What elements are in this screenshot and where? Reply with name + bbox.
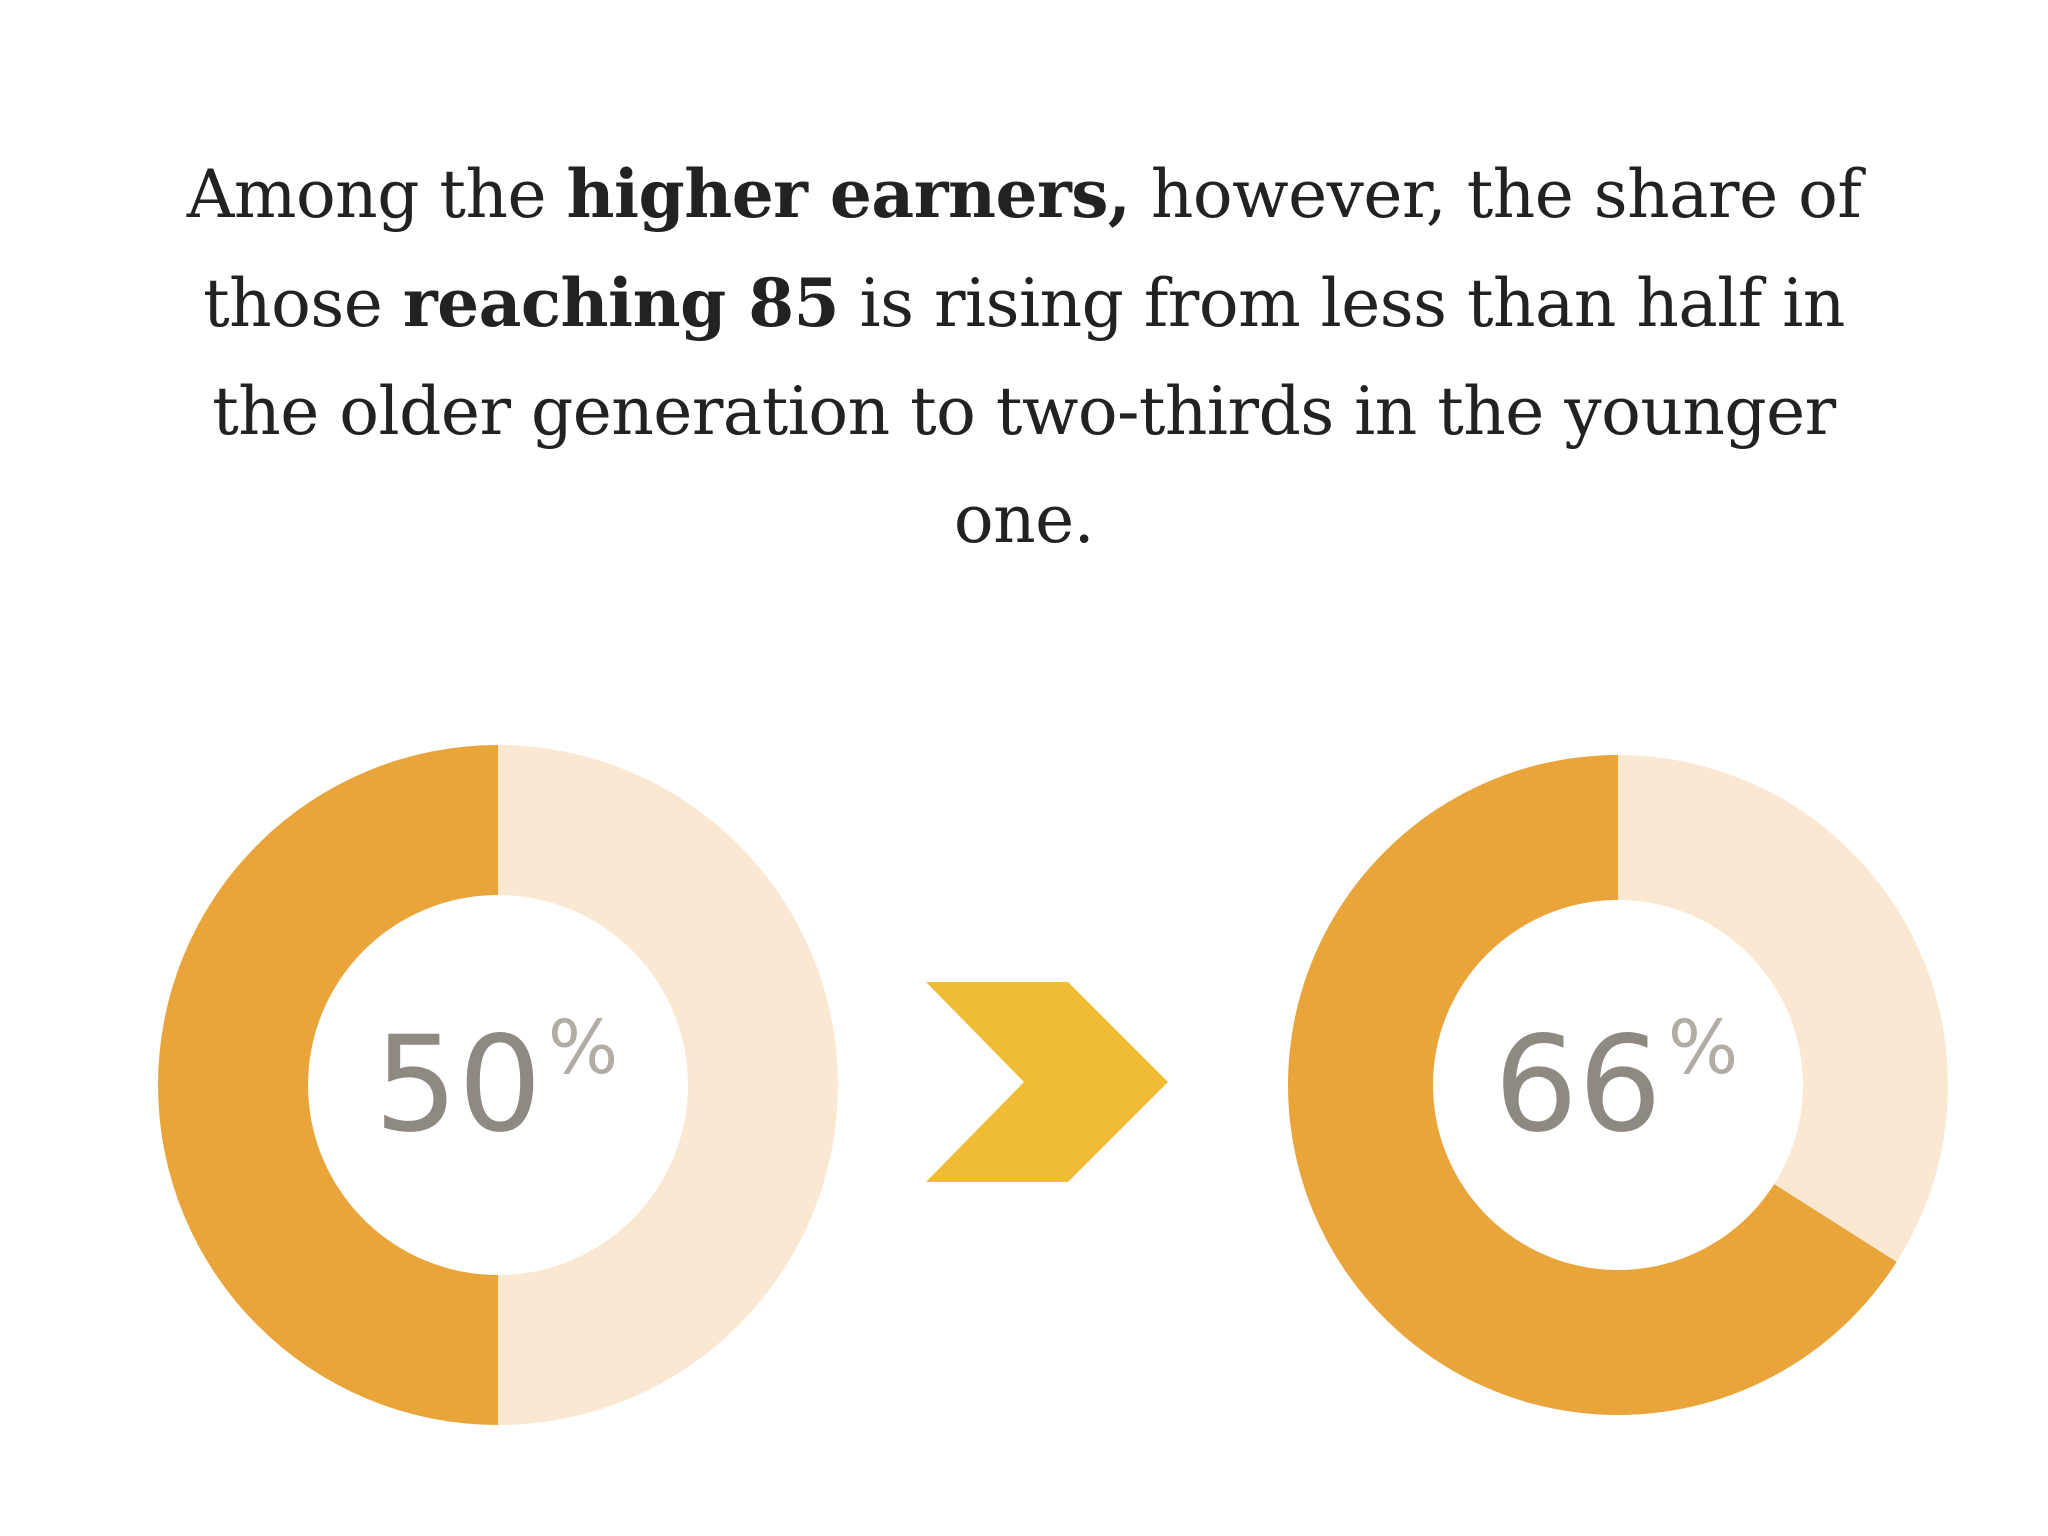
donut-1-filled-segment (158, 745, 498, 1425)
donut-2-remaining-segment (1618, 755, 1948, 1262)
chevron-arrow-icon (926, 982, 1168, 1182)
caption-bold-reaching-85: reaching 85 (402, 264, 840, 342)
donut-1-remaining-segment (498, 745, 838, 1425)
caption-bold-higher-earners: higher earners, (566, 155, 1131, 233)
donut-2-percent-sign: % (1668, 1005, 1738, 1091)
donut-1-value-label: 50 (374, 1008, 542, 1162)
donut-2-value-label: 66 (1494, 1008, 1662, 1162)
caption-text-1: Among the (186, 156, 567, 233)
donut-1-percent-sign: % (548, 1005, 618, 1091)
donut-2-filled-segment (1287, 755, 1897, 1416)
caption: Among the higher earners, however, the s… (150, 140, 1898, 574)
caption-text-3: is rising from less than half in the old… (212, 265, 1845, 558)
caption-text-2: however, the share of those (203, 156, 1862, 342)
